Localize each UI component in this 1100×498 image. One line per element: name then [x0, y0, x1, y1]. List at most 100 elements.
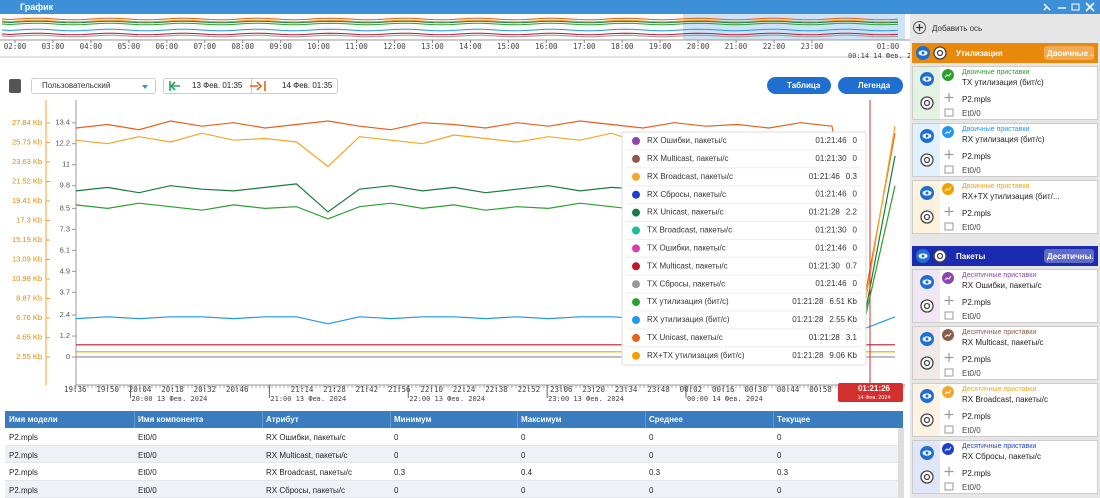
eye-icon[interactable] — [920, 186, 934, 200]
eye-icon[interactable] — [916, 249, 930, 263]
column-header[interactable]: Среднее — [649, 415, 683, 424]
target-icon[interactable] — [920, 356, 934, 370]
target-icon[interactable] — [920, 96, 934, 110]
card-prefix: Двоичные приставки — [962, 126, 1030, 133]
target-icon[interactable] — [933, 249, 947, 263]
range-from: 13 Фев. 01:35 — [192, 81, 243, 90]
column-sep — [134, 411, 135, 428]
table-cell: P2.mpls — [9, 485, 38, 495]
column-header[interactable]: Атрибут — [266, 415, 299, 424]
tooltip-values: 01:21:28 2.2 — [809, 208, 858, 217]
card-prefix: Двоичные приставки — [962, 69, 1030, 76]
y2-tick-label: 6.76 Kb — [16, 313, 42, 322]
group-title: Утилизация — [956, 49, 1003, 58]
card-component: Et0/0 — [962, 223, 981, 232]
tooltip-name: TX Broadcast, пакеты/с — [647, 226, 732, 235]
tooltip-bg — [621, 131, 867, 366]
card-title: RX Ошибки, пакеты/с — [962, 281, 1042, 290]
tooltip-name: RX Ошибки, пакеты/с — [647, 136, 727, 145]
y-tick-label: 11 — [62, 160, 70, 169]
column-header[interactable]: Минимум — [394, 415, 432, 424]
y2-tick-label: 8.87 Kb — [16, 293, 42, 302]
target — [920, 96, 934, 110]
tooltip-values: 01:21:28 3.1 — [809, 333, 858, 342]
group-button[interactable]: Десятичны... — [1044, 249, 1094, 263]
tooltip-name: RX Unicast, пакеты/с — [647, 208, 724, 217]
tooltip: RX Ошибки, пакеты/с 01:21:46 0 RX Multicast… — [621, 131, 867, 366]
overview-tick-label: 13:00 — [421, 42, 444, 51]
controls-icons[interactable] — [1040, 1, 1098, 13]
y-tick-label: 2.4 — [60, 310, 70, 319]
tooltip-value: 0.3 — [846, 172, 858, 181]
y-tick-label: 6.1 — [60, 245, 70, 254]
column-header[interactable]: Максимум — [521, 415, 562, 424]
x-tick-label: 23:48 — [647, 385, 670, 394]
arrow-icons[interactable] — [168, 79, 278, 93]
series-badge — [942, 386, 954, 398]
tooltip-values: 01:21:30 0 — [815, 154, 857, 163]
eye-icon[interactable] — [920, 129, 934, 143]
target-icon[interactable] — [920, 299, 934, 313]
export-icon[interactable] — [9, 79, 21, 93]
tooltip-value: 0 — [853, 136, 858, 145]
mode-select[interactable] — [31, 78, 156, 94]
legend-button[interactable] — [838, 77, 903, 94]
eye-icon[interactable] — [920, 389, 934, 403]
target-icon[interactable] — [920, 210, 934, 224]
target-icon[interactable] — [920, 413, 934, 427]
tooltip-time: 01:21:28 — [809, 208, 841, 217]
tooltip-values: 01:21:46 0 — [815, 244, 857, 253]
overview-tick-label: 06:00 — [156, 42, 179, 51]
card-component: Et0/0 — [962, 166, 981, 175]
card-object: P2.mpls — [962, 298, 991, 307]
table-cell: 0 — [521, 433, 526, 442]
card-component: Et0/0 — [962, 312, 981, 321]
add-axis-plus — [913, 21, 926, 34]
overview-tick-label: 10:00 — [307, 42, 330, 51]
table-button[interactable] — [767, 77, 831, 94]
table-cell: P2.mpls — [9, 468, 38, 477]
series-badge — [942, 69, 954, 81]
target-icon[interactable] — [920, 470, 934, 484]
x-tick-label: 21:14 — [291, 385, 314, 394]
card-prefix: Двоичные приставки — [962, 183, 1030, 190]
tooltip-values: 01:21:28 2.55 Kb — [792, 315, 857, 324]
overview-tick-label: 21:00 — [725, 42, 748, 51]
cursor-date: 14 Фев. 2024 — [857, 395, 890, 401]
eye — [920, 446, 934, 460]
group-header — [912, 246, 1098, 266]
y2-tick-label: 13.09 Kb — [12, 254, 42, 263]
eye — [920, 275, 934, 289]
x-tick-label: 23:34 — [615, 385, 638, 394]
add-axis-text[interactable]: Добавить ось — [932, 24, 983, 33]
group-button[interactable]: Двоичные ... — [1044, 46, 1094, 60]
eye-icon[interactable] — [916, 46, 930, 60]
overview-tick-label: 05:00 — [118, 42, 141, 51]
table-cell: 0.4 — [521, 468, 533, 477]
overview-tick-label: 09:00 — [269, 42, 292, 51]
target-icon[interactable] — [920, 153, 934, 167]
eye-icon[interactable] — [920, 332, 934, 346]
table-row — [5, 463, 898, 481]
column-header[interactable]: Текущее — [777, 415, 811, 424]
meta-icons — [943, 92, 955, 120]
eye-icon[interactable] — [920, 72, 934, 86]
y2-tick-label: 10.98 Kb — [12, 274, 42, 283]
add-axis-icon[interactable] — [913, 21, 926, 34]
card-object: P2.mpls — [962, 152, 991, 161]
table-cell: Et0/0 — [138, 468, 157, 477]
window-controls — [1040, 1, 1098, 13]
eye-icon[interactable] — [920, 446, 934, 460]
x-tick-label: 23:06 — [550, 385, 573, 394]
meta-icons — [943, 409, 955, 437]
series-icon — [942, 329, 954, 341]
range-box[interactable] — [163, 78, 338, 94]
x-tick-label: 21:42 — [356, 385, 379, 394]
overview-tick-label: 15:00 — [497, 42, 520, 51]
y2-tick-label: 21.52 Kb — [12, 176, 42, 185]
target-icon[interactable] — [933, 46, 947, 60]
card-object: P2.mpls — [962, 412, 991, 421]
column-header[interactable]: Имя компонента — [138, 415, 204, 424]
eye-icon[interactable] — [920, 275, 934, 289]
column-header[interactable]: Имя модели — [9, 415, 58, 424]
